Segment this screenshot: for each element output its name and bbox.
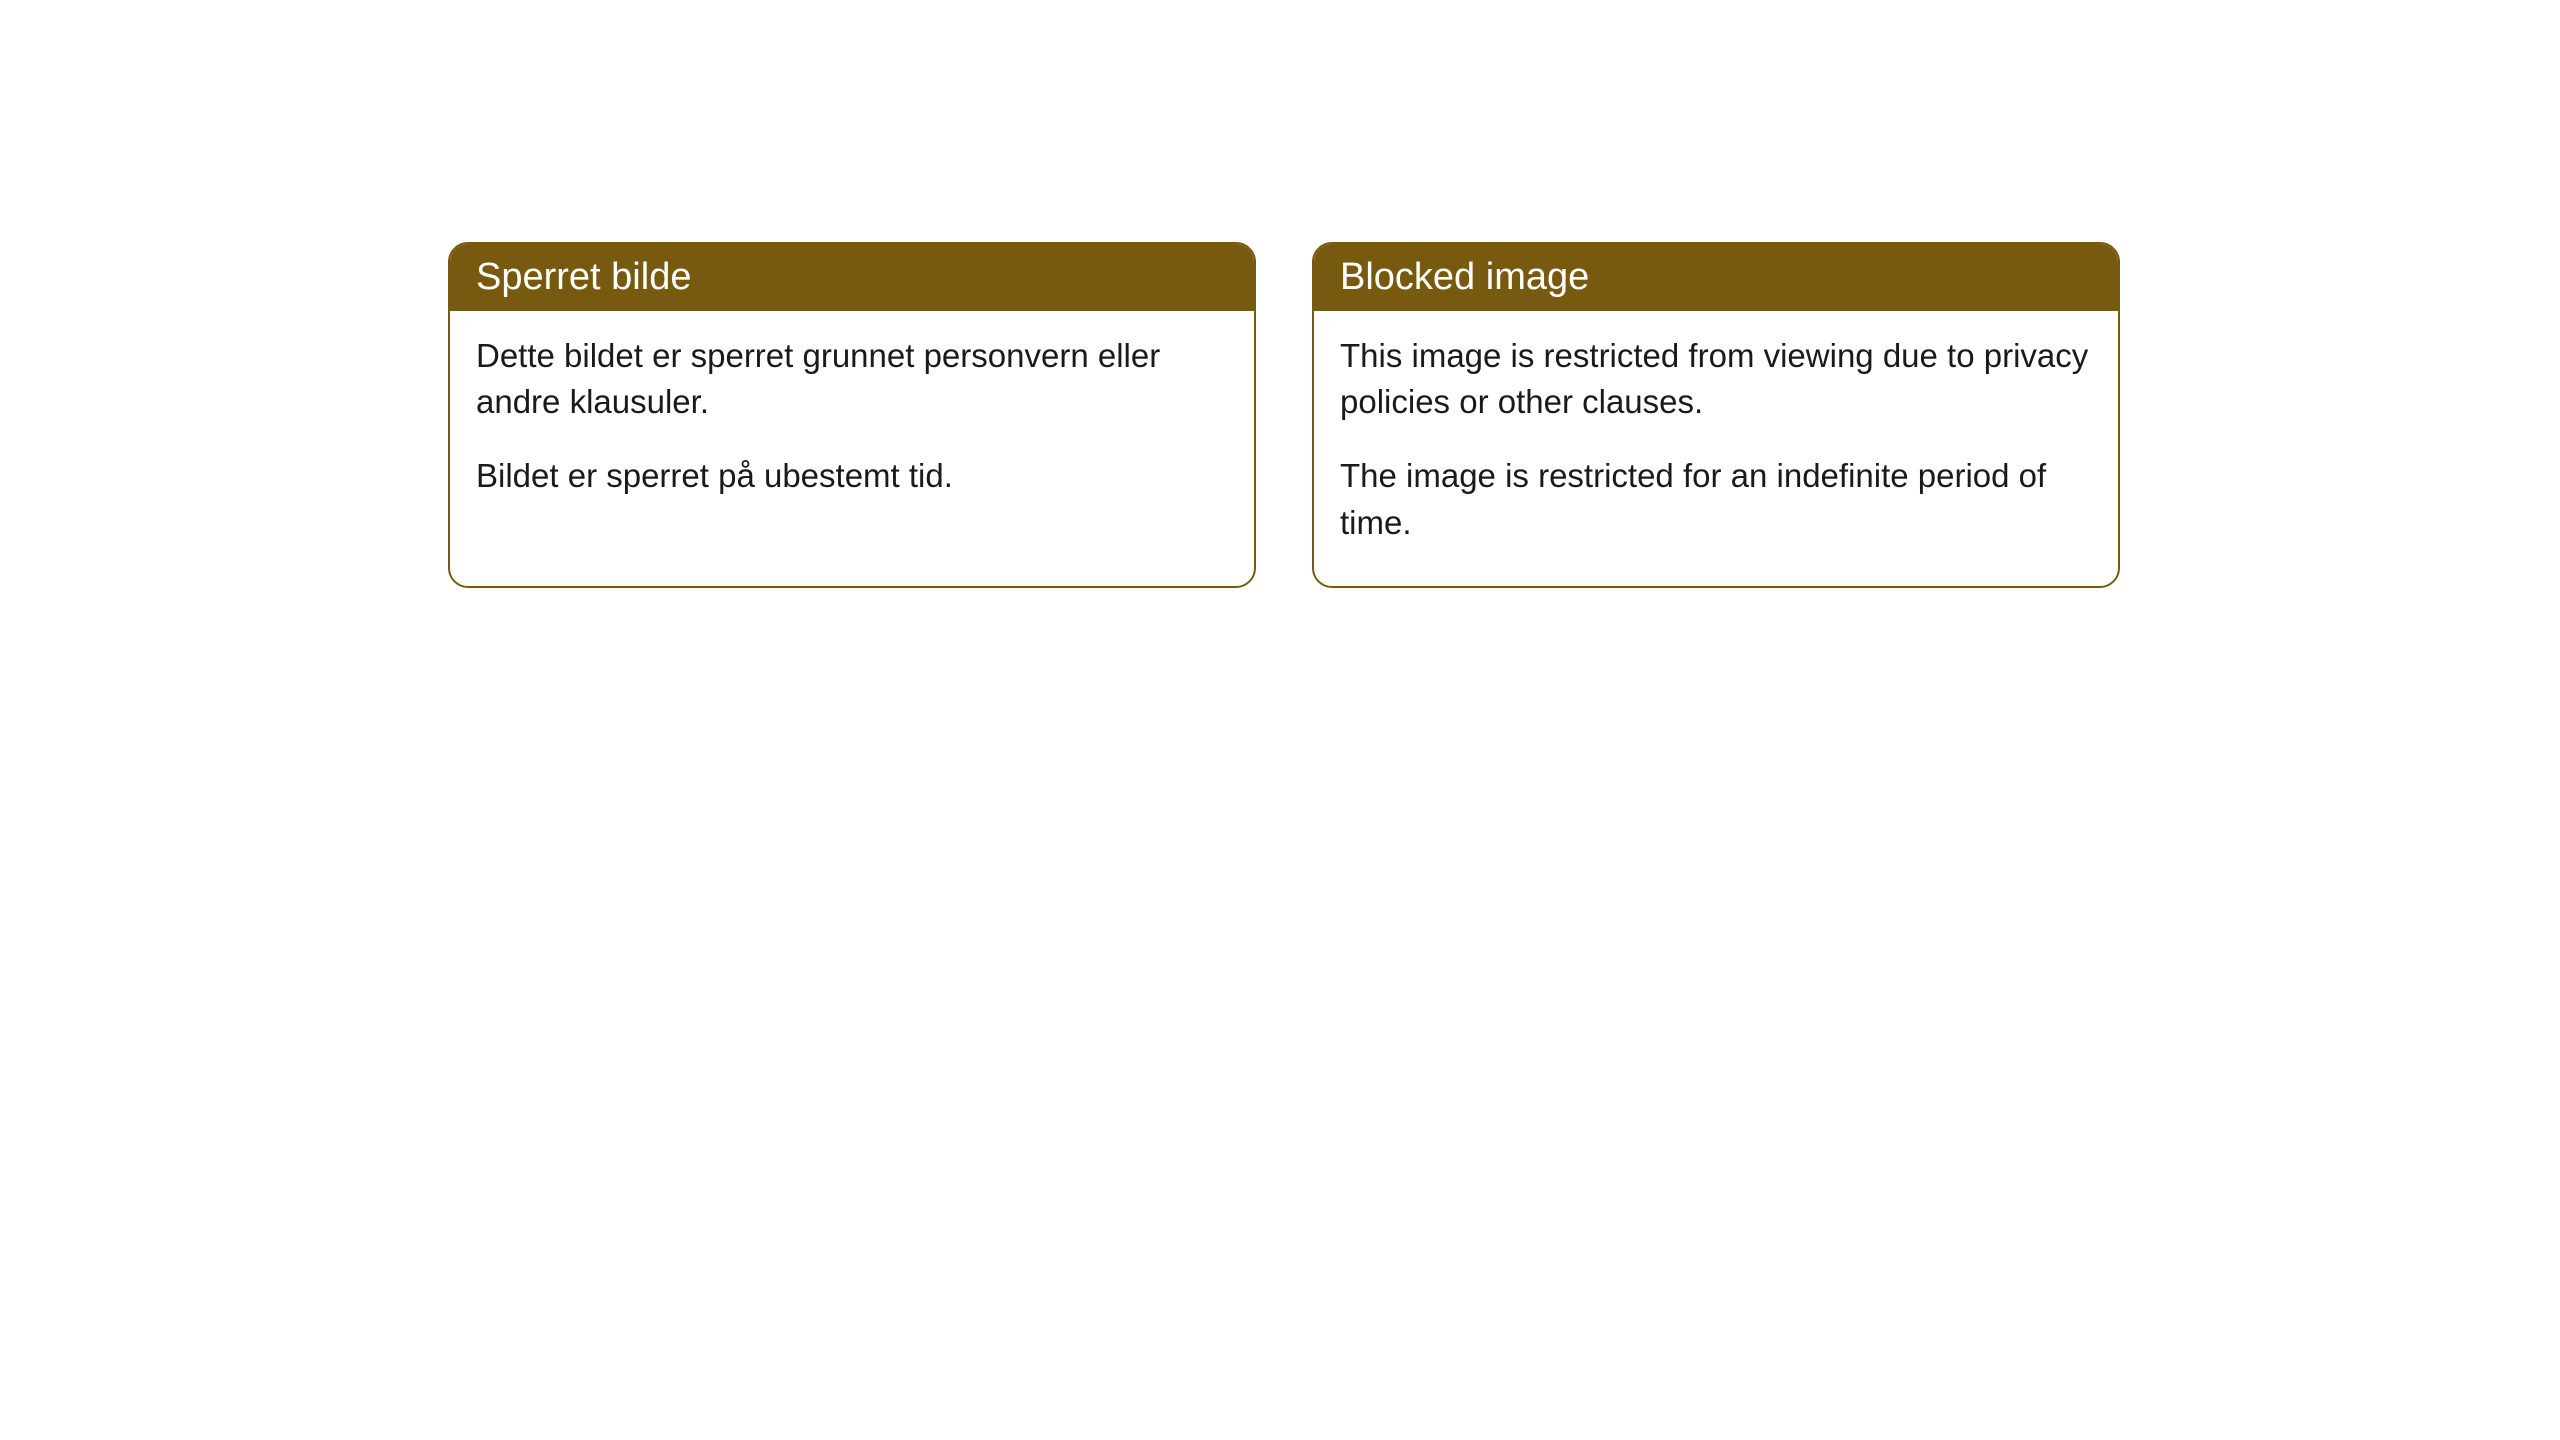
card-paragraph-2: Bildet er sperret på ubestemt tid. <box>476 453 1228 499</box>
card-body: This image is restricted from viewing du… <box>1314 311 2118 586</box>
notice-cards-container: Sperret bilde Dette bildet er sperret gr… <box>448 242 2120 588</box>
card-paragraph-1: This image is restricted from viewing du… <box>1340 333 2092 425</box>
card-title: Sperret bilde <box>450 244 1254 311</box>
notice-card-english: Blocked image This image is restricted f… <box>1312 242 2120 588</box>
card-title: Blocked image <box>1314 244 2118 311</box>
card-paragraph-1: Dette bildet er sperret grunnet personve… <box>476 333 1228 425</box>
notice-card-norwegian: Sperret bilde Dette bildet er sperret gr… <box>448 242 1256 588</box>
card-paragraph-2: The image is restricted for an indefinit… <box>1340 453 2092 545</box>
card-body: Dette bildet er sperret grunnet personve… <box>450 311 1254 540</box>
